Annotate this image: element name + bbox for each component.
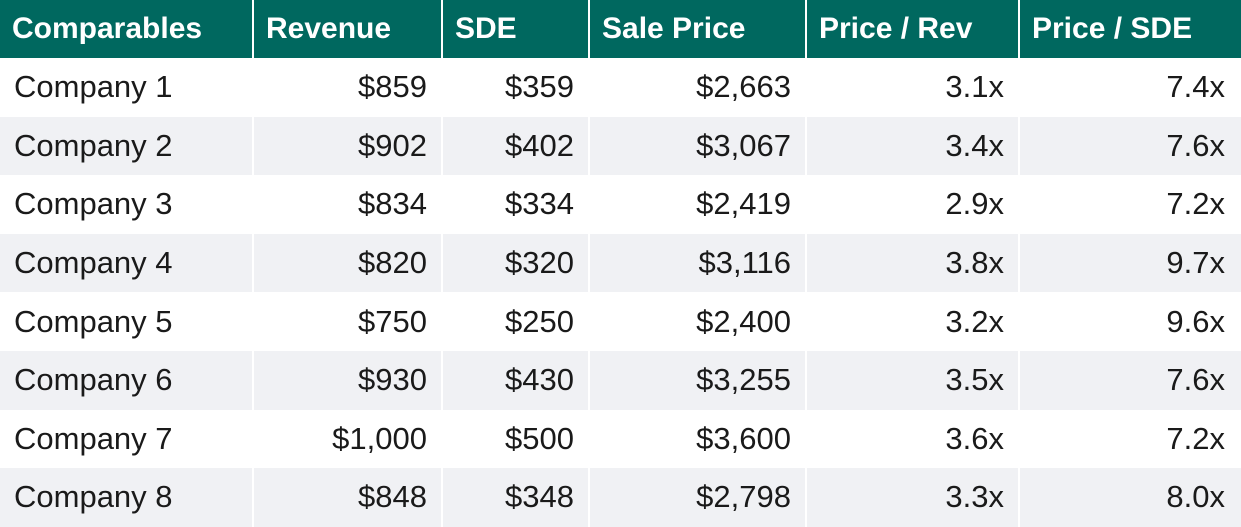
revenue-cell: $750 bbox=[253, 292, 443, 351]
price-rev-cell: 2.9x bbox=[806, 175, 1020, 234]
sde-cell: $250 bbox=[442, 292, 590, 351]
sale-price-cell: $2,400 bbox=[589, 292, 807, 351]
sde-cell: $334 bbox=[442, 175, 590, 234]
sde-cell: $500 bbox=[442, 409, 590, 469]
sde-cell: $359 bbox=[442, 58, 590, 117]
revenue-cell: $848 bbox=[253, 468, 443, 527]
price-sde-cell: 7.2x bbox=[1019, 409, 1241, 469]
price-sde-cell: 7.6x bbox=[1019, 116, 1241, 176]
table-body: Company 1 $859 $359 $2,663 3.1x 7.4x Com… bbox=[0, 58, 1241, 527]
revenue-cell: $902 bbox=[253, 116, 443, 176]
header-sde: SDE bbox=[442, 0, 590, 58]
sale-price-cell: $2,663 bbox=[589, 58, 807, 117]
sale-price-cell: $2,798 bbox=[589, 468, 807, 527]
sde-cell: $320 bbox=[442, 233, 590, 293]
price-rev-cell: 3.1x bbox=[806, 58, 1020, 117]
company-name-cell: Company 3 bbox=[0, 175, 254, 234]
header-row: Comparables Revenue SDE Sale Price Price… bbox=[0, 0, 1241, 58]
header-sale-price: Sale Price bbox=[589, 0, 807, 58]
sale-price-cell: $3,067 bbox=[589, 116, 807, 176]
company-name-cell: Company 5 bbox=[0, 292, 254, 351]
table-row: Company 3 $834 $334 $2,419 2.9x 7.2x bbox=[0, 175, 1241, 234]
price-rev-cell: 3.3x bbox=[806, 468, 1020, 527]
table-row: Company 5 $750 $250 $2,400 3.2x 9.6x bbox=[0, 292, 1241, 351]
price-rev-cell: 3.5x bbox=[806, 350, 1020, 410]
header-price-sde: Price / SDE bbox=[1019, 0, 1241, 58]
sale-price-cell: $3,600 bbox=[589, 409, 807, 469]
company-name-cell: Company 1 bbox=[0, 58, 254, 117]
price-sde-cell: 7.4x bbox=[1019, 58, 1241, 117]
price-sde-cell: 7.6x bbox=[1019, 350, 1241, 410]
revenue-cell: $834 bbox=[253, 175, 443, 234]
company-name-cell: Company 8 bbox=[0, 468, 254, 527]
price-rev-cell: 3.8x bbox=[806, 233, 1020, 293]
table-row: Company 8 $848 $348 $2,798 3.3x 8.0x bbox=[0, 468, 1241, 527]
sde-cell: $348 bbox=[442, 468, 590, 527]
sale-price-cell: $2,419 bbox=[589, 175, 807, 234]
sde-cell: $402 bbox=[442, 116, 590, 176]
sale-price-cell: $3,255 bbox=[589, 350, 807, 410]
price-rev-cell: 3.2x bbox=[806, 292, 1020, 351]
revenue-cell: $1,000 bbox=[253, 409, 443, 469]
table-row: Company 1 $859 $359 $2,663 3.1x 7.4x bbox=[0, 58, 1241, 117]
price-sde-cell: 9.7x bbox=[1019, 233, 1241, 293]
company-name-cell: Company 6 bbox=[0, 350, 254, 410]
table-header: Comparables Revenue SDE Sale Price Price… bbox=[0, 0, 1241, 58]
revenue-cell: $859 bbox=[253, 58, 443, 117]
table-row: Company 2 $902 $402 $3,067 3.4x 7.6x bbox=[0, 116, 1241, 176]
table-row: Company 7 $1,000 $500 $3,600 3.6x 7.2x bbox=[0, 409, 1241, 469]
revenue-cell: $930 bbox=[253, 350, 443, 410]
price-sde-cell: 7.2x bbox=[1019, 175, 1241, 234]
header-comparables: Comparables bbox=[0, 0, 254, 58]
table-row: Company 6 $930 $430 $3,255 3.5x 7.6x bbox=[0, 350, 1241, 410]
revenue-cell: $820 bbox=[253, 233, 443, 293]
company-name-cell: Company 2 bbox=[0, 116, 254, 176]
company-name-cell: Company 7 bbox=[0, 409, 254, 469]
price-rev-cell: 3.4x bbox=[806, 116, 1020, 176]
price-sde-cell: 9.6x bbox=[1019, 292, 1241, 351]
header-revenue: Revenue bbox=[253, 0, 443, 58]
header-price-rev: Price / Rev bbox=[806, 0, 1020, 58]
company-name-cell: Company 4 bbox=[0, 233, 254, 293]
table-row: Company 4 $820 $320 $3,116 3.8x 9.7x bbox=[0, 233, 1241, 293]
sde-cell: $430 bbox=[442, 350, 590, 410]
price-sde-cell: 8.0x bbox=[1019, 468, 1241, 527]
price-rev-cell: 3.6x bbox=[806, 409, 1020, 469]
sale-price-cell: $3,116 bbox=[589, 233, 807, 293]
